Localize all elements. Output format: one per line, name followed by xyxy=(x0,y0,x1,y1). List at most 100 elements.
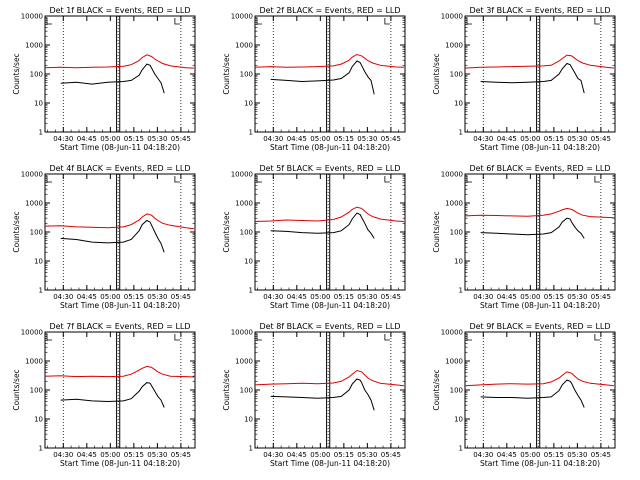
bracket-marker-left xyxy=(256,176,262,183)
y-tick-label: 1000 xyxy=(445,42,463,50)
x-tick-label: 04:30 xyxy=(53,451,73,459)
chart-panel-7: 1 10 100 1000 10000 04:30 04:45 05:00 05:15 05:30… xyxy=(12,322,196,468)
y-tick-label: 10000 xyxy=(21,171,43,179)
events-series-line xyxy=(480,379,585,408)
x-tick-label: 04:30 xyxy=(263,135,283,143)
y-tick-label: 10000 xyxy=(441,171,463,179)
y-tick-label: 10000 xyxy=(21,13,43,21)
x-axis-label: Start Time (08-Jun-11 04:18:20) xyxy=(60,143,180,152)
x-tick-label: 05:15 xyxy=(544,451,564,459)
x-tick-label: 04:45 xyxy=(287,451,307,459)
y-tick-label: 10000 xyxy=(231,171,253,179)
chart-panel-4: 1 10 100 1000 10000 04:30 04:45 05:00 05:15 05:30… xyxy=(12,164,196,310)
y-axis-label: Counts/sec xyxy=(432,53,441,94)
x-tick-label: 05:00 xyxy=(310,135,330,143)
x-tick-label: 05:15 xyxy=(334,451,354,459)
chart-title: Det 5f BLACK = Events, RED = LLD xyxy=(259,164,400,173)
y-tick-label: 1000 xyxy=(25,358,43,366)
x-tick-label: 04:30 xyxy=(473,451,493,459)
lld-series-line xyxy=(254,369,405,387)
x-tick-label: 04:30 xyxy=(53,135,73,143)
y-tick-label: 1000 xyxy=(25,200,43,208)
x-tick-label: 05:15 xyxy=(334,135,354,143)
y-tick-label: 100 xyxy=(240,229,253,237)
bracket-marker-left xyxy=(46,334,52,341)
chart-title: Det 7f BLACK = Events, RED = LLD xyxy=(49,322,190,331)
y-tick-label: 100 xyxy=(240,71,253,79)
x-tick-label: 05:45 xyxy=(171,135,191,143)
x-tick-label: 05:30 xyxy=(567,451,587,459)
chart-panel-6: 1 10 100 1000 10000 04:30 04:45 05:00 05:15 05:30… xyxy=(432,164,616,310)
y-tick-label: 10 xyxy=(34,258,43,266)
y-tick-label: 100 xyxy=(30,71,43,79)
x-tick-label: 05:45 xyxy=(381,451,401,459)
chart-panel-3: 1 10 100 1000 10000 04:30 04:45 05:00 05:15 05:30… xyxy=(432,6,616,152)
x-tick-label: 04:30 xyxy=(263,293,283,301)
events-series-line xyxy=(60,63,165,94)
y-tick-label: 100 xyxy=(450,229,463,237)
x-tick-label: 04:45 xyxy=(497,451,517,459)
y-tick-label: 1000 xyxy=(235,200,253,208)
bracket-marker-left xyxy=(46,18,52,25)
bracket-marker-right xyxy=(174,176,180,183)
x-tick-label: 05:00 xyxy=(520,135,540,143)
x-tick-label: 05:30 xyxy=(147,293,167,301)
x-tick-label: 05:30 xyxy=(147,451,167,459)
y-tick-label: 1000 xyxy=(235,358,253,366)
bracket-marker-right xyxy=(174,18,180,25)
y-axis-label: Counts/sec xyxy=(432,369,441,410)
x-tick-label: 05:15 xyxy=(124,135,144,143)
x-tick-label: 05:45 xyxy=(381,293,401,301)
x-tick-label: 05:15 xyxy=(124,451,144,459)
lld-series-line xyxy=(464,207,615,219)
y-axis-label: Counts/sec xyxy=(12,53,21,94)
y-tick-label: 1000 xyxy=(235,42,253,50)
chart-panel-9: 1 10 100 1000 10000 04:30 04:45 05:00 05:15 05:30… xyxy=(432,322,616,468)
x-tick-label: 04:45 xyxy=(77,451,97,459)
x-tick-label: 05:15 xyxy=(544,135,564,143)
chart-title: Det 2f BLACK = Events, RED = LLD xyxy=(259,6,400,15)
x-tick-label: 04:45 xyxy=(287,135,307,143)
y-axis-label: Counts/sec xyxy=(12,369,21,410)
y-tick-label: 1000 xyxy=(445,358,463,366)
bracket-marker-left xyxy=(256,334,262,341)
y-tick-label: 1 xyxy=(249,287,253,295)
chart-title: Det 8f BLACK = Events, RED = LLD xyxy=(259,322,400,331)
y-tick-label: 10000 xyxy=(231,329,253,337)
y-axis-label: Counts/sec xyxy=(222,53,231,94)
bracket-marker-right xyxy=(594,334,600,341)
y-axis-label: Counts/sec xyxy=(222,211,231,252)
y-tick-label: 1 xyxy=(459,129,463,137)
y-tick-label: 1 xyxy=(249,129,253,137)
x-tick-label: 05:30 xyxy=(147,135,167,143)
y-tick-label: 100 xyxy=(450,387,463,395)
y-axis-label: Counts/sec xyxy=(222,369,231,410)
y-tick-label: 10000 xyxy=(441,329,463,337)
y-tick-label: 10 xyxy=(244,258,253,266)
events-series-line xyxy=(60,219,165,253)
chart-panel-8: 1 10 100 1000 10000 04:30 04:45 05:00 05:15 05:30… xyxy=(222,322,406,468)
chart-title: Det 4f BLACK = Events, RED = LLD xyxy=(49,164,190,173)
x-axis-label: Start Time (08-Jun-11 04:18:20) xyxy=(480,143,600,152)
y-axis-label: Counts/sec xyxy=(12,211,21,252)
x-tick-label: 04:45 xyxy=(497,293,517,301)
chart-title: Det 9f BLACK = Events, RED = LLD xyxy=(469,322,610,331)
y-tick-label: 10 xyxy=(34,100,43,108)
x-tick-label: 04:30 xyxy=(473,135,493,143)
x-axis-label: Start Time (08-Jun-11 04:18:20) xyxy=(480,459,600,468)
lld-series-line xyxy=(44,365,195,378)
x-tick-label: 05:00 xyxy=(100,135,120,143)
lld-series-line xyxy=(464,371,615,387)
y-tick-label: 1 xyxy=(459,287,463,295)
events-series-line xyxy=(270,378,375,411)
lld-series-line xyxy=(464,54,615,69)
x-tick-label: 05:45 xyxy=(381,135,401,143)
x-axis-label: Start Time (08-Jun-11 04:18:20) xyxy=(60,301,180,310)
y-tick-label: 10000 xyxy=(231,13,253,21)
lld-series-line xyxy=(44,54,195,69)
y-tick-label: 1 xyxy=(39,445,43,453)
bracket-marker-left xyxy=(256,18,262,25)
x-axis-label: Start Time (08-Jun-11 04:18:20) xyxy=(270,459,390,468)
y-tick-label: 100 xyxy=(30,387,43,395)
